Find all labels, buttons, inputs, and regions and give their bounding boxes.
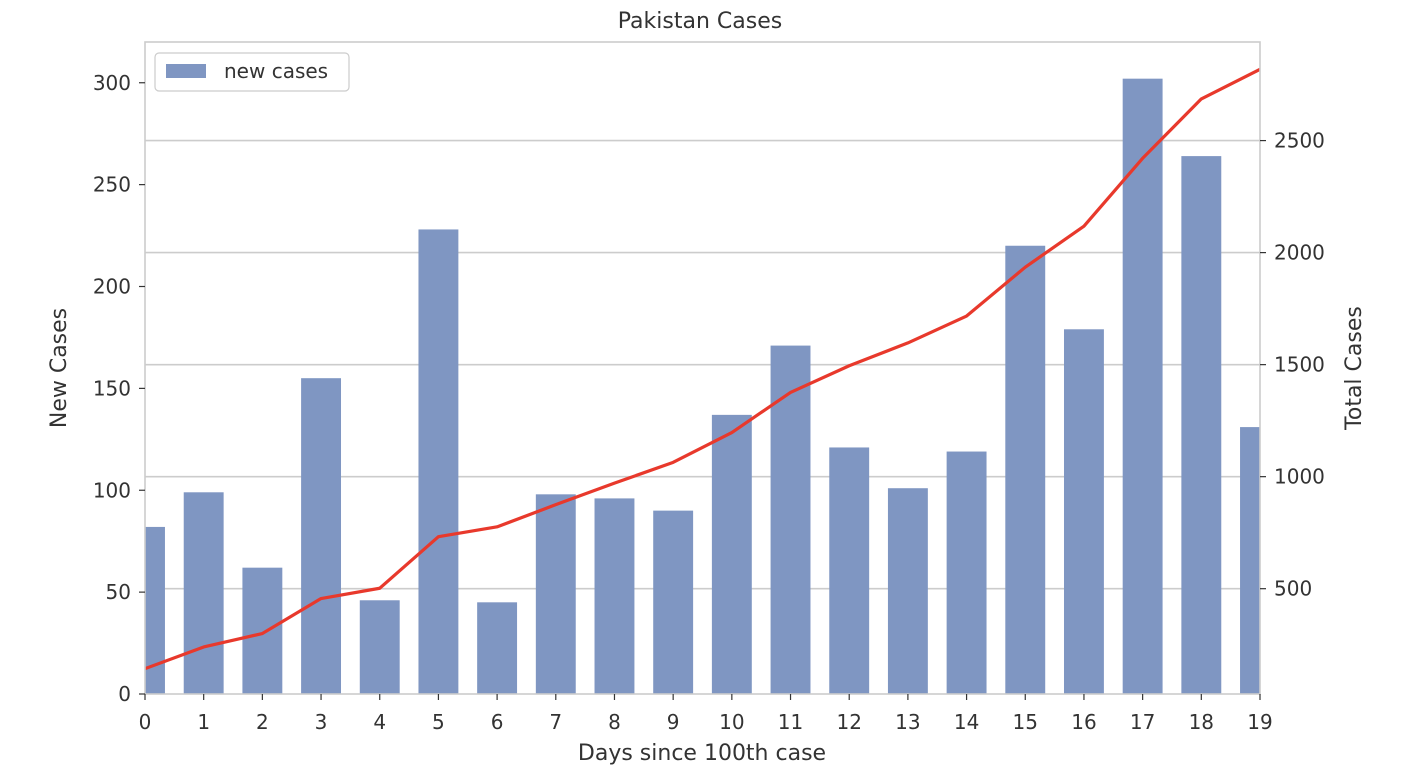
y-axis-ticks: 0 50 100 150 200 250 300 bbox=[93, 71, 145, 706]
y-tick-label: 250 bbox=[93, 173, 131, 197]
x-tick-label: 13 bbox=[895, 710, 920, 734]
x-tick-label: 7 bbox=[549, 710, 562, 734]
x-tick-label: 14 bbox=[954, 710, 979, 734]
y-tick-label: 200 bbox=[93, 275, 131, 299]
bar-day-2 bbox=[242, 567, 283, 694]
bar-day-14 bbox=[946, 451, 987, 694]
bar-day-11 bbox=[770, 345, 811, 694]
x-tick-label: 10 bbox=[719, 710, 744, 734]
x-tick-label: 15 bbox=[1013, 710, 1038, 734]
bar-day-9 bbox=[653, 510, 694, 694]
x-axis-title: Days since 100th case bbox=[578, 741, 826, 766]
bar-day-3 bbox=[301, 378, 342, 694]
y-tick-label: 50 bbox=[106, 580, 131, 604]
chart-title: Pakistan Cases bbox=[618, 9, 782, 34]
y-tick-label: 0 bbox=[118, 682, 131, 706]
bar-day-7 bbox=[535, 494, 576, 694]
bar-day-15 bbox=[1005, 245, 1046, 694]
y-tick-label: 100 bbox=[93, 478, 131, 502]
bar-day-1 bbox=[183, 492, 224, 694]
bar-day-10 bbox=[711, 414, 752, 694]
legend: new cases bbox=[154, 52, 350, 92]
y2-tick-label: 1500 bbox=[1274, 353, 1325, 377]
y2-tick-label: 2000 bbox=[1274, 241, 1325, 265]
y2-axis-ticks: 500 1000 1500 2000 2500 bbox=[1260, 129, 1325, 601]
x-tick-label: 6 bbox=[491, 710, 504, 734]
bar-day-17 bbox=[1122, 78, 1163, 694]
plot-frame bbox=[144, 41, 1261, 695]
y2-axis-title: Total Cases bbox=[1342, 306, 1367, 431]
y2-tick-label: 1000 bbox=[1274, 465, 1325, 489]
x-tick-label: 11 bbox=[778, 710, 803, 734]
bar-day-16 bbox=[1063, 329, 1104, 694]
y-tick-label: 300 bbox=[93, 71, 131, 95]
bar-day-13 bbox=[887, 488, 928, 694]
bar-day-6 bbox=[477, 602, 518, 694]
y-tick-label: 150 bbox=[93, 376, 131, 400]
x-tick-label: 0 bbox=[139, 710, 152, 734]
legend-swatch-new-cases bbox=[166, 64, 206, 78]
y2-tick-label: 2500 bbox=[1274, 129, 1325, 153]
legend-label-new-cases: new cases bbox=[224, 59, 328, 83]
bar-day-12 bbox=[829, 447, 870, 694]
x-tick-label: 17 bbox=[1130, 710, 1155, 734]
y-axis-title: New Cases bbox=[47, 308, 72, 428]
x-tick-label: 12 bbox=[836, 710, 861, 734]
x-tick-label: 19 bbox=[1247, 710, 1272, 734]
line-series bbox=[145, 67, 1260, 671]
x-tick-label: 1 bbox=[197, 710, 210, 734]
x-tick-label: 16 bbox=[1071, 710, 1096, 734]
x-tick-label: 2 bbox=[256, 710, 269, 734]
x-tick-label: 8 bbox=[608, 710, 621, 734]
bar-day-18 bbox=[1181, 156, 1222, 694]
bar-day-0 bbox=[145, 526, 165, 694]
x-tick-label: 3 bbox=[315, 710, 328, 734]
bar-day-5 bbox=[418, 229, 459, 694]
bar-series bbox=[145, 78, 1260, 694]
x-axis-ticks: 0 1 2 3 4 5 6 7 8 9 10 11 12 13 14 15 16 17 18 19 bbox=[139, 694, 1273, 734]
x-tick-label: 4 bbox=[373, 710, 386, 734]
bar-day-4 bbox=[359, 600, 400, 694]
total-cases-line bbox=[145, 67, 1260, 671]
legend-box bbox=[154, 52, 350, 92]
axes bbox=[144, 41, 1261, 695]
bar-day-8 bbox=[594, 498, 635, 694]
x-tick-label: 18 bbox=[1189, 710, 1214, 734]
x-tick-label: 5 bbox=[432, 710, 445, 734]
bar-day-19 bbox=[1240, 427, 1260, 694]
x-tick-label: 9 bbox=[667, 710, 680, 734]
y2-tick-label: 500 bbox=[1274, 577, 1312, 601]
